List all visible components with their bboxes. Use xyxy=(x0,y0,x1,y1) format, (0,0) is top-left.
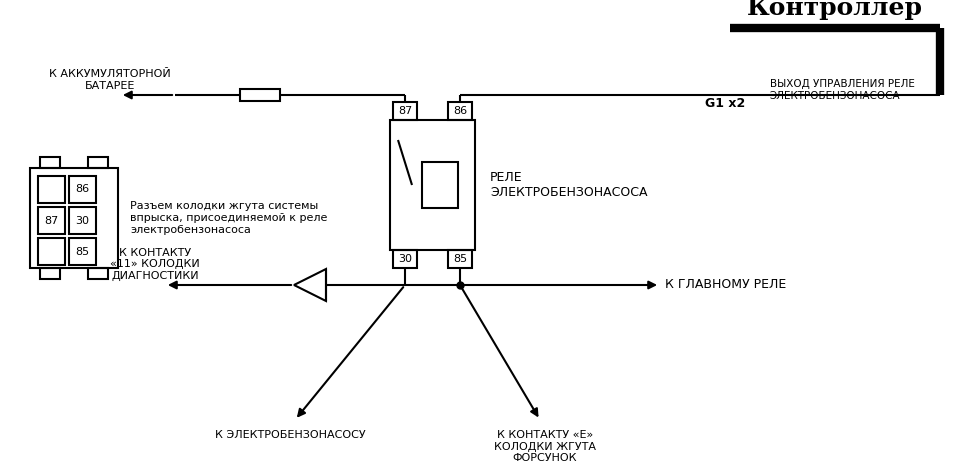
Bar xyxy=(448,102,472,120)
Text: 85: 85 xyxy=(453,254,468,264)
Text: 87: 87 xyxy=(44,216,59,226)
Bar xyxy=(393,250,417,268)
Bar xyxy=(40,157,60,168)
Text: ВЫХОД УПРАВЛЕНИЯ РЕЛЕ
ЭЛЕКТРОБЕНЗОНАСОСА: ВЫХОД УПРАВЛЕНИЯ РЕЛЕ ЭЛЕКТРОБЕНЗОНАСОСА xyxy=(770,79,915,101)
Text: 30: 30 xyxy=(398,254,412,264)
Bar xyxy=(38,238,65,265)
Bar xyxy=(40,268,60,279)
Text: 87: 87 xyxy=(397,106,412,116)
Text: РЕЛЕ
ЭЛЕКТРОБЕНЗОНАСОСА: РЕЛЕ ЭЛЕКТРОБЕНЗОНАСОСА xyxy=(490,171,647,199)
Bar xyxy=(448,250,472,268)
Text: Контроллер: Контроллер xyxy=(747,0,923,20)
Bar xyxy=(390,120,475,250)
Bar xyxy=(88,157,108,168)
Bar xyxy=(69,238,96,265)
Bar xyxy=(69,176,96,203)
Text: К КОНТАКТУ
«11» КОЛОДКИ
ДИАГНОСТИКИ: К КОНТАКТУ «11» КОЛОДКИ ДИАГНОСТИКИ xyxy=(110,248,200,281)
Text: 86: 86 xyxy=(453,106,468,116)
Text: Разъем колодки жгута системы
впрыска, присоединяемой к реле
электробензонасоса: Разъем колодки жгута системы впрыска, пр… xyxy=(130,201,327,235)
Text: К АККУМУЛЯТОРНОЙ
БАТАРЕЕ: К АККУМУЛЯТОРНОЙ БАТАРЕЕ xyxy=(49,69,171,91)
Text: 86: 86 xyxy=(76,184,89,194)
Bar xyxy=(240,89,280,101)
Bar xyxy=(88,268,108,279)
Bar xyxy=(38,207,65,234)
Bar xyxy=(393,102,417,120)
Bar xyxy=(69,207,96,234)
Text: К ГЛАВНОМУ РЕЛЕ: К ГЛАВНОМУ РЕЛЕ xyxy=(665,279,786,292)
Text: К КОНТАКТУ «Е»
КОЛОДКИ ЖГУТА
ФОРСУНОК: К КОНТАКТУ «Е» КОЛОДКИ ЖГУТА ФОРСУНОК xyxy=(494,430,596,463)
Text: К ЭЛЕКТРОБЕНЗОНАСОСУ: К ЭЛЕКТРОБЕНЗОНАСОСУ xyxy=(215,430,366,440)
Text: 30: 30 xyxy=(76,216,89,226)
Text: 85: 85 xyxy=(76,246,89,256)
Bar xyxy=(30,168,118,268)
Bar xyxy=(422,162,458,208)
Bar xyxy=(38,176,65,203)
Text: G1 x2: G1 x2 xyxy=(705,97,745,110)
